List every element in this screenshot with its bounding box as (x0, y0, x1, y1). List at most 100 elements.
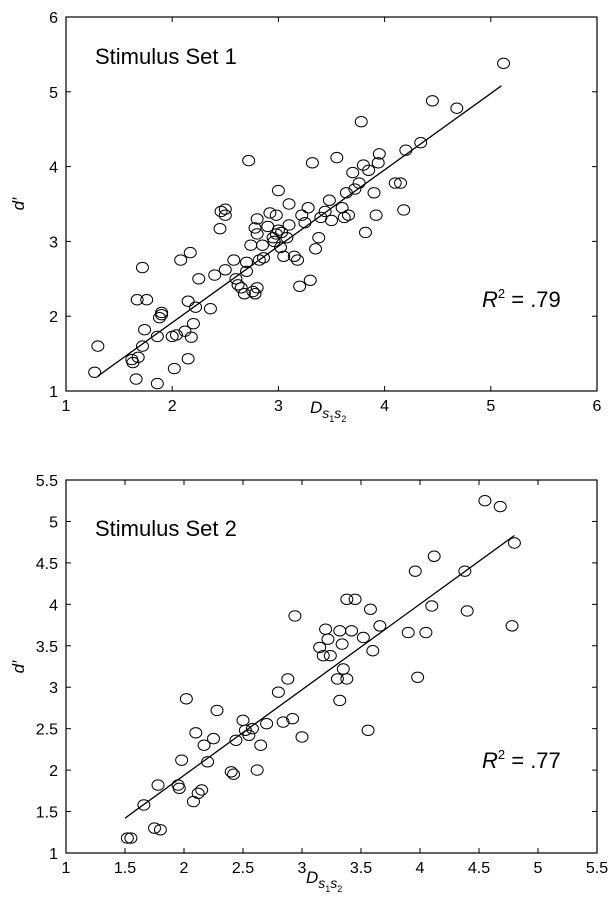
data-point (330, 151, 344, 164)
data-point (135, 261, 149, 274)
data-point (419, 626, 433, 639)
data-points (88, 57, 511, 390)
x-tick-label: 2.5 (232, 860, 254, 877)
data-point (414, 136, 428, 149)
y-tick-label: 3.5 (36, 639, 58, 656)
data-point (293, 280, 307, 292)
data-point (250, 282, 264, 294)
x-label-sub1-index: 1 (329, 414, 334, 424)
data-point (218, 209, 232, 221)
data-point (186, 795, 200, 808)
data-point (425, 600, 439, 612)
y-tick-label: 4 (49, 597, 58, 614)
r-squared-label: R2 = .77 (482, 747, 561, 773)
data-point (227, 768, 241, 780)
data-point (333, 694, 347, 707)
y-tick-label: 4.5 (36, 556, 58, 573)
data-point (214, 205, 228, 218)
x-label-sub1: s (322, 405, 329, 421)
data-point (267, 235, 281, 248)
data-point (137, 799, 151, 811)
data-point (346, 166, 360, 179)
data-point (301, 202, 315, 214)
data-point (242, 729, 256, 741)
data-point (460, 605, 474, 617)
data-point (330, 673, 344, 685)
r-squared-value: = .79 (505, 287, 561, 312)
data-point (286, 713, 300, 725)
x-tick-label: 1 (62, 398, 71, 415)
data-point (478, 495, 492, 507)
data-point (254, 739, 268, 751)
data-point (397, 204, 411, 216)
data-point (191, 787, 205, 800)
scatter-panel-stimulus-set-2: 1 1.5 2 2.5 3 3.5 4 4.5 5 5.5 1 1.5 2 2.5 3 3.5 4 4.5 5 5.… (9, 473, 608, 894)
data-point (131, 351, 145, 364)
data-point (250, 764, 264, 776)
data-point (245, 722, 259, 735)
data-point (244, 239, 258, 251)
data-point (152, 311, 166, 324)
data-point (88, 366, 102, 378)
x-axis-label: Ds1s2 (310, 398, 346, 424)
data-point (240, 256, 254, 269)
data-point (252, 254, 266, 266)
y-tick-label: 2.5 (36, 722, 58, 739)
data-point (348, 183, 362, 195)
data-point (277, 250, 291, 263)
data-point (169, 329, 183, 341)
x-tick-label: 5 (534, 860, 543, 877)
data-point (366, 645, 380, 657)
data-point (203, 303, 217, 315)
r-squared-label: R2 = .79 (482, 286, 561, 312)
data-point (363, 603, 377, 616)
x-label-sub2: s (330, 875, 337, 891)
data-point (208, 269, 222, 281)
r-superscript: 2 (498, 286, 505, 301)
data-point (181, 353, 195, 365)
data-point (167, 362, 181, 375)
data-point (361, 724, 375, 737)
x-axis-ticks: 1 2 3 4 5 6 (62, 17, 602, 415)
y-axis-ticks: 1 1.5 2 2.5 3 3.5 4 4.5 5 5.5 (36, 473, 597, 863)
data-point (362, 164, 376, 177)
plot-frame (65, 479, 598, 854)
data-point (151, 779, 165, 791)
data-point (322, 194, 336, 206)
data-point (266, 231, 280, 244)
y-tick-label: 6 (49, 10, 58, 27)
data-point (287, 250, 301, 263)
data-point (295, 209, 309, 221)
data-point (281, 673, 295, 685)
data-point (295, 731, 309, 743)
data-point (427, 550, 441, 562)
data-point (129, 373, 143, 385)
data-point (229, 734, 243, 746)
data-point (186, 317, 200, 330)
data-point (171, 779, 185, 791)
data-point (250, 213, 264, 225)
x-label-sub2-index: 2 (341, 414, 346, 424)
x-tick-label: 3 (274, 398, 283, 415)
data-point (263, 207, 277, 219)
data-point (369, 209, 383, 221)
data-point (210, 704, 224, 717)
regression-fit-line (97, 85, 502, 377)
data-point (276, 716, 290, 728)
y-axis-label: d′ (9, 660, 28, 673)
y-tick-label: 3 (49, 680, 58, 697)
data-point (155, 306, 169, 319)
x-tick-label: 1 (62, 860, 71, 877)
data-point (323, 650, 337, 662)
data-point (231, 279, 245, 291)
data-point (246, 285, 260, 298)
data-point (282, 219, 296, 231)
data-point (305, 157, 319, 169)
data-point (411, 671, 425, 683)
data-point (184, 331, 198, 343)
x-tick-label: 4 (380, 398, 389, 415)
data-point (399, 144, 413, 156)
data-point (240, 265, 254, 278)
x-tick-label: 6 (593, 398, 602, 415)
y-tick-label: 2 (49, 309, 58, 326)
